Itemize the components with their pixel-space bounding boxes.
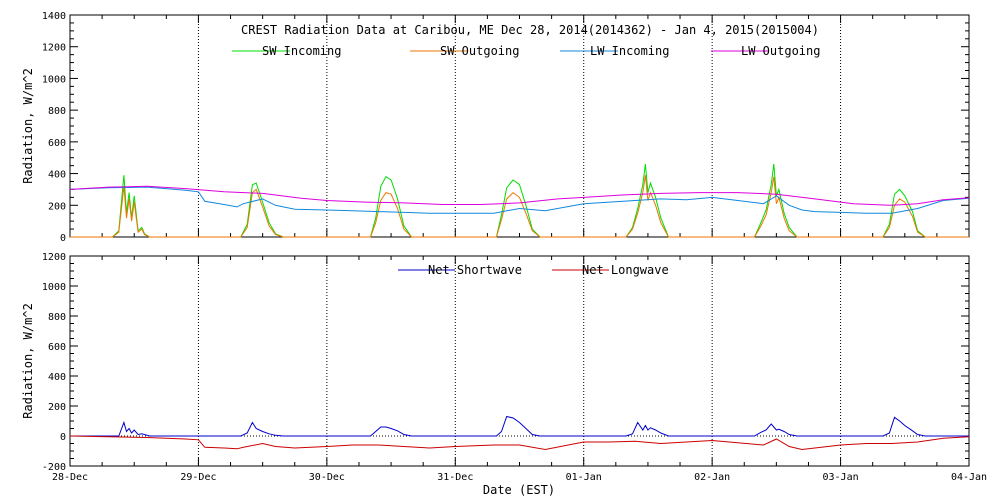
xtick-label: 31-Dec — [437, 472, 473, 483]
x-axis-label: Date (EST) — [483, 483, 555, 497]
bottom-ytick-label: -200 — [42, 462, 66, 473]
bottom-ytick-label: 400 — [48, 372, 66, 383]
top-ytick-label: 0 — [60, 233, 66, 244]
legend-label-lw-outgoing: LW Outgoing — [741, 44, 820, 58]
top-ytick-label: 200 — [48, 201, 66, 212]
series-lw-incoming — [69, 186, 970, 214]
legend-label-sw-outgoing: SW Outgoing — [440, 44, 519, 58]
top-y-axis-label: Radiation, W/m^2 — [21, 68, 35, 184]
series-net-longwave — [69, 435, 970, 451]
series-sw-outgoing — [70, 175, 969, 238]
top-y-ticks: 0 200 400 600 800 1000 1200 1400 — [42, 11, 970, 244]
bottom-ytick-label: 800 — [48, 312, 66, 323]
top-ytick-label: 400 — [48, 170, 66, 181]
legend-label-net-longwave: Net Longwave — [582, 263, 669, 277]
xtick-label: 02-Jan — [694, 472, 730, 483]
bottom-y-ticks: -200 0 200 400 600 800 1000 1200 — [42, 252, 970, 473]
top-ytick-label: 600 — [48, 138, 66, 149]
xtick-label: 28-Dec — [52, 472, 88, 483]
x-ticks: 28-Dec 29-Dec 30-Dec 31-Dec 01-Jan 02-Jan 03-J… — [52, 472, 987, 483]
top-plot-frame — [69, 14, 970, 238]
top-ytick-label: 1200 — [42, 43, 66, 54]
bottom-ytick-label: 1200 — [42, 252, 66, 263]
series-lw-outgoing — [69, 185, 970, 206]
chart-title: CREST Radiation Data at Caribou, ME Dec … — [241, 23, 819, 37]
bottom-ytick-label: 1000 — [42, 282, 66, 293]
legend-label-lw-incoming: LW Incoming — [590, 44, 669, 58]
xtick-label: 29-Dec — [180, 472, 216, 483]
xtick-label: 01-Jan — [566, 472, 602, 483]
xtick-label: 30-Dec — [309, 472, 345, 483]
legend-label-net-shortwave: Net Shortwave — [428, 263, 522, 277]
bottom-plot-frame — [69, 255, 970, 467]
bottom-ytick-label: 0 — [60, 432, 66, 443]
series-net-shortwave — [70, 415, 969, 437]
bottom-series-group — [69, 415, 970, 451]
bottom-y-axis-label: Radiation, W/m^2 — [21, 303, 35, 419]
top-series-group — [69, 164, 970, 238]
top-ytick-label: 1000 — [42, 74, 66, 85]
xtick-label: 03-Jan — [823, 472, 859, 483]
bottom-ytick-label: 600 — [48, 342, 66, 353]
bottom-legend: Net Shortwave Net Longwave — [398, 263, 669, 277]
bottom-grid — [70, 256, 969, 466]
top-ytick-label: 1400 — [42, 11, 66, 22]
bottom-ytick-label: 200 — [48, 402, 66, 413]
legend-label-sw-incoming: SW Incoming — [262, 44, 341, 58]
top-ytick-label: 800 — [48, 106, 66, 117]
top-legend: SW Incoming SW Outgoing LW Incoming LW O… — [232, 44, 820, 58]
xtick-label: 04-Jan — [951, 472, 987, 483]
top-grid — [197, 15, 842, 237]
